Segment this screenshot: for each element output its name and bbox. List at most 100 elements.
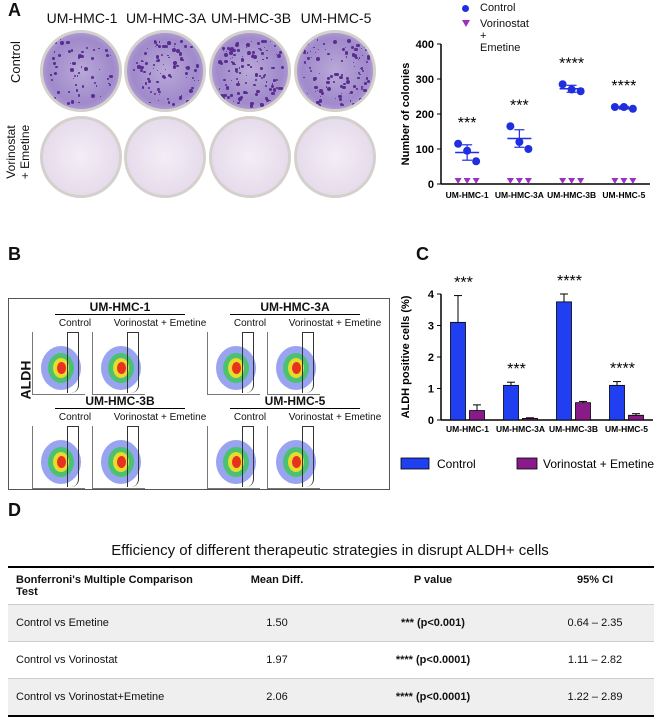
colony-speck — [279, 44, 283, 48]
colony-speck — [238, 97, 242, 102]
colony-speck — [241, 58, 245, 62]
x-tick-label: UM-HMC-5 — [605, 424, 648, 434]
colony-speck — [307, 93, 309, 95]
colony-speck — [137, 65, 141, 69]
row-ci: 1.22 – 2.89 — [536, 678, 654, 717]
table-title: Efficiency of different therapeutic stra… — [111, 542, 549, 559]
colony-speck — [57, 53, 61, 57]
row-ci: 1.11 – 2.82 — [536, 641, 654, 679]
colony-speck — [265, 96, 269, 100]
colony-speck — [52, 57, 55, 60]
colony-speck — [142, 60, 145, 63]
colony-speck — [270, 40, 272, 42]
colony-speck — [347, 52, 349, 54]
flow-plot-treated — [267, 332, 320, 395]
colony-speck — [172, 65, 177, 69]
colony-speck — [139, 68, 143, 73]
colony-speck — [279, 51, 283, 55]
table-row: Control vs Emetine 1.50 *** (p<0.001) 0.… — [8, 604, 654, 642]
colony-scatter-chart: 0 100 200 300 400 Number of colonies UM-HMC-1 *… — [400, 39, 650, 200]
colony-speck — [167, 101, 171, 104]
colony-speck — [325, 48, 327, 50]
colony-speck — [265, 57, 269, 60]
colony-speck — [359, 97, 363, 102]
colony-speck — [110, 103, 113, 105]
control-dish — [294, 30, 376, 112]
colony-speck — [236, 82, 240, 87]
colony-speck — [73, 74, 77, 77]
colony-speck — [81, 50, 84, 54]
colony-speck — [232, 48, 236, 53]
colony-speck — [334, 72, 338, 77]
colony-speck — [313, 76, 318, 81]
colony-speck — [367, 57, 370, 61]
colony-speck — [265, 80, 268, 83]
y-tick-label: 300 — [416, 74, 434, 86]
colony-speck — [76, 75, 79, 77]
colony-speck — [158, 91, 161, 94]
colony-speck — [247, 50, 252, 55]
colony-speck — [229, 47, 234, 52]
gate-outline — [127, 332, 139, 393]
colony-speck — [54, 42, 58, 45]
colony-speck — [249, 103, 254, 108]
colony-speck — [318, 90, 322, 93]
colony-speck — [316, 100, 319, 104]
colony-speck — [90, 93, 95, 98]
colony-speck — [223, 93, 228, 98]
colony-speck — [196, 96, 200, 100]
row-mean-diff: 1.50 — [224, 604, 330, 642]
colony-speck — [93, 81, 97, 84]
colony-speck — [351, 46, 355, 50]
colony-speck — [98, 47, 100, 50]
colony-speck — [53, 62, 56, 65]
colony-speck — [223, 78, 226, 82]
row-label-treated: Vorinostat — [4, 125, 18, 179]
colony-speck — [137, 103, 141, 106]
colony-speck — [265, 99, 269, 103]
colony-speck — [351, 103, 356, 108]
treated-bar — [522, 418, 538, 421]
colony-speck — [365, 48, 367, 51]
colony-speck — [75, 89, 79, 92]
colony-speck — [327, 77, 330, 80]
colony-speck — [260, 102, 264, 107]
colony-speck — [108, 82, 110, 85]
colony-speck — [95, 85, 98, 87]
colony-speck — [224, 53, 229, 57]
colony-speck — [86, 46, 89, 50]
density-blob — [116, 456, 126, 468]
flow-plot-control — [32, 332, 85, 395]
colony-speck — [320, 96, 322, 98]
colony-speck — [344, 51, 349, 55]
colony-speck — [149, 73, 151, 76]
colony-speck — [224, 59, 228, 64]
colony-speck — [220, 93, 224, 98]
colony-speck — [360, 67, 362, 69]
colony-speck — [326, 81, 330, 85]
flow-sub-treated: Vorinostat + Emetine — [113, 412, 207, 423]
colony-speck — [310, 56, 313, 59]
colony-speck — [270, 66, 274, 70]
colony-speck — [193, 40, 196, 43]
colony-speck — [253, 55, 257, 60]
y-axis-label: ALDH positive cells (%) — [400, 295, 412, 418]
flow-sub-control: Control — [233, 412, 267, 423]
treated-point — [472, 178, 480, 184]
colony-speck — [366, 55, 371, 59]
colony-speck — [221, 97, 225, 101]
colony-speck — [272, 66, 275, 70]
colony-speck — [322, 43, 325, 45]
colony-speck — [260, 67, 264, 71]
colony-speck — [70, 62, 72, 64]
colony-speck — [272, 78, 276, 82]
colony-speck — [354, 47, 358, 52]
control-dish — [40, 30, 122, 112]
colony-speck — [226, 95, 230, 99]
treated-point — [515, 178, 523, 184]
colony-speck — [357, 72, 360, 75]
colony-speck — [280, 65, 285, 70]
y-tick-label: 4 — [428, 289, 435, 301]
colony-speck — [246, 43, 250, 48]
treated-dish — [294, 116, 376, 198]
